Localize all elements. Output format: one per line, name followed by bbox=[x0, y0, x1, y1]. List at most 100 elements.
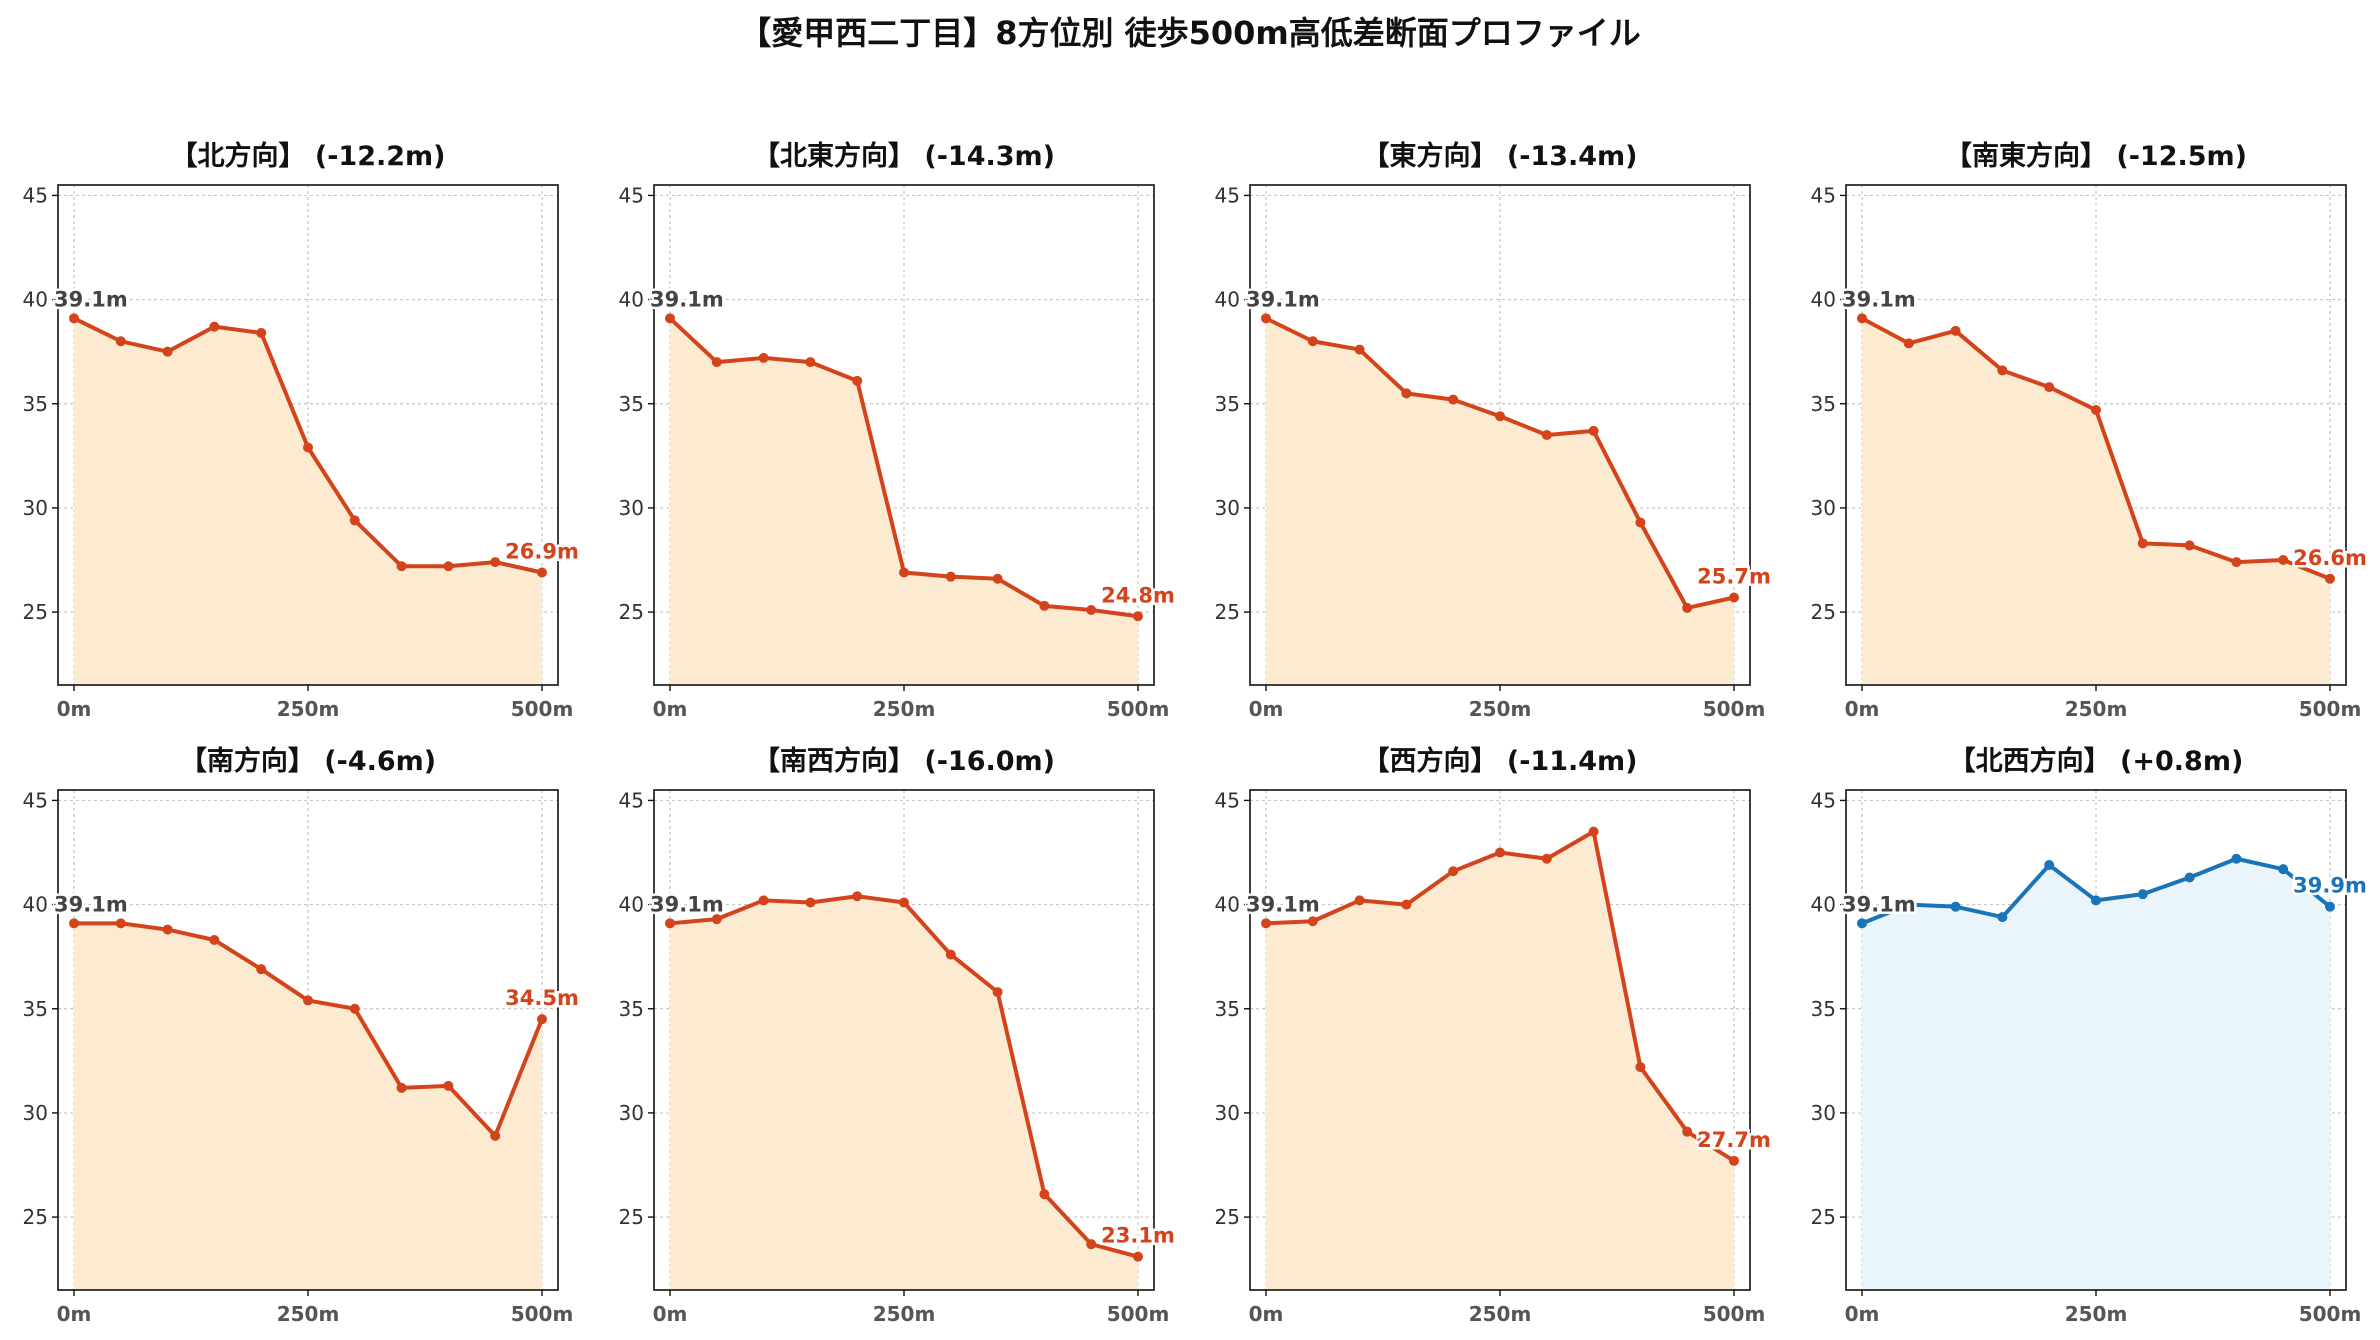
x-tick-label: 250m bbox=[277, 697, 340, 721]
data-point bbox=[303, 995, 313, 1006]
data-point bbox=[443, 1080, 454, 1091]
panel-title: 【北方向】 (-12.2m) bbox=[170, 140, 445, 172]
x-tick-label: 0m bbox=[57, 1302, 92, 1326]
y-tick-label: 35 bbox=[619, 997, 644, 1021]
y-tick-label: 45 bbox=[1215, 788, 1240, 812]
data-point bbox=[537, 1014, 547, 1025]
y-tick-label: 40 bbox=[1215, 288, 1240, 312]
data-point bbox=[69, 918, 79, 929]
y-tick-label: 35 bbox=[1811, 392, 1836, 416]
y-tick-label: 30 bbox=[1811, 1101, 1836, 1125]
data-point bbox=[443, 561, 454, 572]
data-point bbox=[2231, 557, 2242, 568]
data-point bbox=[2325, 901, 2335, 912]
data-point bbox=[1635, 517, 1646, 528]
y-tick-label: 35 bbox=[1215, 997, 1240, 1021]
data-point bbox=[490, 1130, 501, 1141]
data-point bbox=[1588, 425, 1599, 436]
data-point bbox=[1635, 1062, 1646, 1073]
y-tick-label: 25 bbox=[1811, 600, 1836, 624]
panel-title: 【東方向】 (-13.4m) bbox=[1362, 140, 1637, 172]
panel-4: 【南方向】 (-4.6m) 25 30 35 40 45 0m 250m 500m 39.1m 34… bbox=[23, 745, 582, 1326]
start-elevation-label: 39.1m bbox=[1246, 287, 1320, 311]
data-point bbox=[1541, 853, 1552, 864]
x-tick-label: 250m bbox=[1469, 1302, 1532, 1326]
y-tick-label: 45 bbox=[619, 183, 644, 207]
data-point bbox=[1495, 411, 1505, 422]
data-point bbox=[1857, 313, 1867, 324]
data-point bbox=[1997, 912, 2008, 923]
data-point bbox=[349, 515, 360, 526]
data-point bbox=[1307, 916, 1318, 927]
data-point bbox=[1354, 895, 1365, 906]
data-point bbox=[805, 897, 816, 908]
data-point bbox=[1997, 365, 2008, 376]
area-fill bbox=[670, 896, 1138, 1290]
data-point bbox=[899, 897, 909, 908]
data-point bbox=[490, 557, 501, 568]
start-elevation-label: 39.1m bbox=[54, 287, 128, 311]
data-point bbox=[1086, 605, 1097, 615]
end-elevation-label: 24.8m bbox=[1101, 583, 1175, 607]
x-tick-label: 500m bbox=[511, 697, 574, 721]
panel-1: 【北東方向】 (-14.3m) 25 30 35 40 45 0m 250m 500m 39.1m… bbox=[619, 140, 1178, 721]
panel-title: 【北東方向】 (-14.3m) bbox=[753, 140, 1055, 172]
x-tick-label: 500m bbox=[2299, 697, 2362, 721]
data-point bbox=[992, 573, 1003, 584]
panel-5: 【南西方向】 (-16.0m) 25 30 35 40 45 0m 250m 500m 39.1m… bbox=[619, 745, 1178, 1326]
data-point bbox=[1950, 325, 1961, 336]
data-point bbox=[162, 346, 173, 357]
panel-6: 【西方向】 (-11.4m) 25 30 35 40 45 0m 250m 500m 39.1m 2… bbox=[1215, 745, 1774, 1326]
area-fill bbox=[1266, 831, 1734, 1290]
data-point bbox=[852, 891, 863, 902]
data-point bbox=[852, 375, 863, 386]
data-point bbox=[1133, 1251, 1143, 1262]
data-point bbox=[1588, 826, 1599, 837]
y-tick-label: 30 bbox=[619, 496, 644, 520]
start-elevation-label: 39.1m bbox=[1842, 892, 1916, 916]
data-point bbox=[1354, 344, 1365, 355]
data-point bbox=[1261, 313, 1271, 324]
y-tick-label: 45 bbox=[1811, 788, 1836, 812]
y-tick-label: 25 bbox=[619, 1205, 644, 1229]
x-tick-label: 500m bbox=[1703, 697, 1766, 721]
data-point bbox=[115, 336, 126, 347]
data-point bbox=[665, 313, 675, 324]
data-point bbox=[1039, 600, 1050, 611]
start-elevation-label: 39.1m bbox=[650, 287, 724, 311]
y-tick-label: 45 bbox=[1811, 183, 1836, 207]
data-point bbox=[2325, 573, 2335, 584]
y-tick-label: 25 bbox=[1215, 1205, 1240, 1229]
panel-7: 【北西方向】 (+0.8m) 25 30 35 40 45 0m 250m 500m 39.1m 3… bbox=[1811, 745, 2370, 1326]
data-point bbox=[1401, 899, 1412, 910]
data-point bbox=[1307, 336, 1318, 347]
x-tick-label: 0m bbox=[1845, 1302, 1880, 1326]
y-tick-label: 45 bbox=[1215, 183, 1240, 207]
y-tick-label: 25 bbox=[1811, 1205, 1836, 1229]
y-tick-label: 25 bbox=[23, 600, 48, 624]
end-elevation-label: 23.1m bbox=[1101, 1224, 1175, 1248]
x-tick-label: 250m bbox=[2065, 1302, 2128, 1326]
x-tick-label: 500m bbox=[1107, 697, 1170, 721]
data-point bbox=[2184, 872, 2195, 883]
start-elevation-label: 39.1m bbox=[650, 892, 724, 916]
panel-2: 【東方向】 (-13.4m) 25 30 35 40 45 0m 250m 500m 39.1m 2… bbox=[1215, 140, 1774, 721]
data-point bbox=[1401, 388, 1412, 399]
panel-title: 【西方向】 (-11.4m) bbox=[1362, 745, 1637, 777]
y-tick-label: 35 bbox=[1811, 997, 1836, 1021]
data-point bbox=[2091, 405, 2101, 415]
area-fill bbox=[74, 923, 542, 1290]
y-tick-label: 40 bbox=[1811, 288, 1836, 312]
y-tick-label: 40 bbox=[619, 288, 644, 312]
y-tick-label: 30 bbox=[23, 1101, 48, 1125]
end-elevation-label: 25.7m bbox=[1697, 565, 1771, 589]
y-tick-label: 40 bbox=[23, 288, 48, 312]
y-tick-label: 30 bbox=[23, 496, 48, 520]
x-tick-label: 250m bbox=[873, 1302, 936, 1326]
data-point bbox=[1682, 1126, 1693, 1137]
data-point bbox=[396, 1082, 407, 1093]
data-point bbox=[2044, 382, 2055, 393]
y-tick-label: 40 bbox=[23, 893, 48, 917]
area-fill bbox=[1862, 858, 2330, 1290]
figure-title: 【愛甲西二丁目】8方位別 徒歩500m高低差断面プロファイル bbox=[739, 14, 1641, 52]
